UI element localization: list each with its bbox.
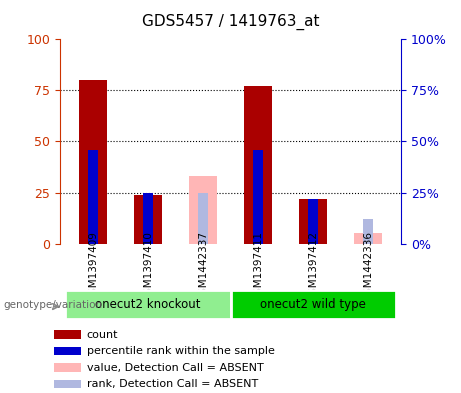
Text: onecut2 wild type: onecut2 wild type [260, 298, 366, 311]
Text: onecut2 knockout: onecut2 knockout [95, 298, 201, 311]
Text: GSM1397411: GSM1397411 [253, 231, 263, 301]
Bar [230, 290, 396, 319]
Bar [299, 199, 327, 244]
Bar [355, 233, 382, 244]
Text: percentile rank within the sample: percentile rank within the sample [87, 346, 275, 356]
Bar [65, 290, 230, 319]
Text: value, Detection Call = ABSENT: value, Detection Call = ABSENT [87, 363, 263, 373]
Text: GSM1442336: GSM1442336 [363, 231, 373, 301]
Bar [54, 364, 81, 372]
Text: count: count [87, 330, 118, 340]
Bar [143, 193, 153, 244]
Text: GSM1397410: GSM1397410 [143, 231, 153, 301]
Bar [54, 347, 81, 355]
Bar [134, 195, 162, 244]
Bar [88, 150, 98, 244]
Bar [244, 86, 272, 244]
Text: GDS5457 / 1419763_at: GDS5457 / 1419763_at [142, 14, 319, 30]
Bar [79, 80, 106, 244]
Bar [363, 219, 373, 244]
Bar [198, 193, 208, 244]
Text: GSM1397409: GSM1397409 [88, 231, 98, 301]
Bar [308, 199, 318, 244]
Bar [253, 150, 263, 244]
Text: GSM1442337: GSM1442337 [198, 231, 208, 301]
Text: GSM1397412: GSM1397412 [308, 231, 318, 301]
Bar [189, 176, 217, 244]
Text: rank, Detection Call = ABSENT: rank, Detection Call = ABSENT [87, 379, 258, 389]
Bar [54, 331, 81, 339]
Text: genotype/variation: genotype/variation [3, 299, 102, 310]
Bar [54, 380, 81, 388]
